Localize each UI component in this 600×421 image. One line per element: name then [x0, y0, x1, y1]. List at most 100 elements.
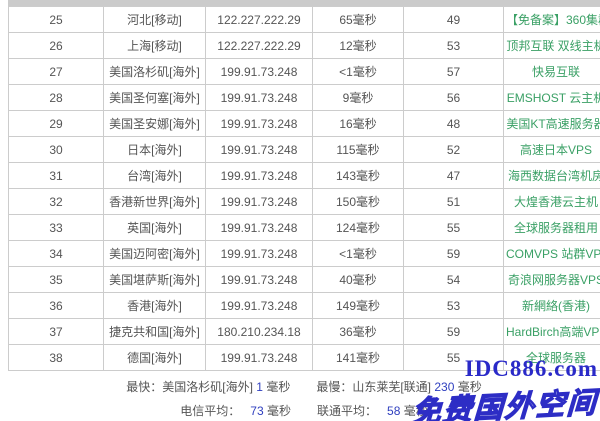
- test-node-cell: 日本[海外]: [103, 136, 206, 163]
- test-node-cell: 美国堪萨斯[海外]: [103, 266, 206, 293]
- sponsor-link[interactable]: 全球服务器: [525, 351, 586, 365]
- value-cell: 51: [403, 188, 504, 215]
- test-node-cell: 美国圣何塞[海外]: [103, 84, 206, 111]
- response-time-cell: 40毫秒: [312, 266, 404, 293]
- table-row: 30 日本[海外] 199.91.73.248 115毫秒 52 高速日本VPS: [8, 136, 600, 163]
- table-row: 29 美国圣安娜[海外] 199.91.73.248 16毫秒 48 美国KT高…: [8, 110, 600, 137]
- row-number-cell: 38: [8, 344, 104, 371]
- sponsor-cell: 全球服务器租用: [503, 214, 600, 241]
- telecom-avg-value: 73: [250, 404, 264, 418]
- value-cell: 52: [403, 136, 504, 163]
- ip-address-cell: 199.91.73.248: [205, 214, 313, 241]
- test-node-cell: 德国[海外]: [103, 344, 206, 371]
- row-number-cell: 25: [8, 6, 104, 33]
- table-row: 34 美国迈阿密[海外] 199.91.73.248 <1毫秒 59 COMVP…: [8, 240, 600, 267]
- response-time-cell: 115毫秒: [312, 136, 404, 163]
- slowest-unit: 毫秒: [457, 380, 482, 394]
- sponsor-link[interactable]: 奇浪网服务器VPS: [507, 273, 600, 287]
- table-row: 26 上海[移动] 122.227.222.29 12毫秒 53 顶邦互联 双线…: [8, 32, 600, 59]
- sponsor-cell: COMVPS 站群VPS: [503, 240, 600, 267]
- table-row: 35 美国堪萨斯[海外] 199.91.73.248 40毫秒 54 奇浪网服务…: [8, 266, 600, 293]
- sponsor-cell: 快易互联: [503, 58, 600, 85]
- table-row: 28 美国圣何塞[海外] 199.91.73.248 9毫秒 56 EMSHOS…: [8, 84, 600, 111]
- ping-result-table: 25 河北[移动] 122.227.222.29 65毫秒 49 【免备案】36…: [8, 6, 600, 371]
- sponsor-link[interactable]: 海西数据台湾机房: [507, 169, 600, 183]
- table-row: 37 捷克共和国[海外] 180.210.234.18 36毫秒 59 Hard…: [8, 318, 600, 345]
- test-node-cell: 美国洛杉矶[海外]: [103, 58, 206, 85]
- ip-address-cell: 199.91.73.248: [205, 162, 313, 189]
- ip-address-cell: 199.91.73.248: [205, 266, 313, 293]
- value-cell: 55: [403, 344, 504, 371]
- summary-averages: 电信平均： 73 毫秒 联通平均： 58 毫秒: [180, 402, 427, 419]
- test-node-cell: 上海[移动]: [103, 32, 206, 59]
- sponsor-link[interactable]: 全球服务器租用: [513, 221, 598, 235]
- ip-address-cell: 199.91.73.248: [205, 58, 313, 85]
- previous-row-partial: [8, 0, 600, 6]
- sponsor-link[interactable]: 美国KT高速服务器: [506, 117, 600, 131]
- sponsor-link[interactable]: 快易互联: [531, 65, 580, 79]
- response-time-cell: 124毫秒: [312, 214, 404, 241]
- sponsor-link[interactable]: 大煌香港云主机: [513, 195, 598, 209]
- sponsor-link[interactable]: 【免备案】360集群: [506, 13, 600, 27]
- slowest-value: 230: [434, 380, 455, 394]
- ip-address-cell: 199.91.73.248: [205, 136, 313, 163]
- value-cell: 47: [403, 162, 504, 189]
- value-cell: 54: [403, 266, 504, 293]
- sponsor-link[interactable]: 顶邦互联 双线主机: [506, 39, 600, 53]
- telecom-avg-label: 电信平均：: [180, 404, 241, 418]
- ping-table-body: 25 河北[移动] 122.227.222.29 65毫秒 49 【免备案】36…: [8, 6, 600, 371]
- summary-fastest-slowest: 最快：美国洛杉矶[海外] 1 毫秒 最慢：山东莱芜[联通] 230 毫秒: [126, 378, 482, 395]
- sponsor-cell: HardBirch高端VPS: [503, 318, 600, 345]
- sponsor-cell: 新網絡(香港): [503, 292, 600, 319]
- sponsor-cell: 奇浪网服务器VPS: [503, 266, 600, 293]
- test-node-cell: 香港新世界[海外]: [103, 188, 206, 215]
- slowest-location: 山东莱芜[联通]: [352, 380, 432, 394]
- sponsor-link[interactable]: 新網絡(香港): [522, 299, 590, 313]
- row-number-cell: 36: [8, 292, 104, 319]
- sponsor-link[interactable]: HardBirch高端VPS: [506, 325, 600, 339]
- ip-address-cell: 199.91.73.248: [205, 240, 313, 267]
- table-row: 32 香港新世界[海外] 199.91.73.248 150毫秒 51 大煌香港…: [8, 188, 600, 215]
- fastest-location: 美国洛杉矶[海外]: [162, 380, 253, 394]
- row-number-cell: 29: [8, 110, 104, 137]
- value-cell: 56: [403, 84, 504, 111]
- unicom-avg-unit: 毫秒: [403, 404, 428, 418]
- response-time-cell: 36毫秒: [312, 318, 404, 345]
- unicom-avg-value: 58: [387, 404, 401, 418]
- ip-address-cell: 199.91.73.248: [205, 344, 313, 371]
- row-number-cell: 32: [8, 188, 104, 215]
- telecom-avg-unit: 毫秒: [266, 404, 291, 418]
- sponsor-cell: 顶邦互联 双线主机: [503, 32, 600, 59]
- sponsor-cell: 【免备案】360集群: [503, 6, 600, 33]
- response-time-cell: 12毫秒: [312, 32, 404, 59]
- sponsor-cell: 全球服务器: [503, 344, 600, 371]
- sponsor-link[interactable]: 高速日本VPS: [519, 143, 592, 157]
- table-row: 27 美国洛杉矶[海外] 199.91.73.248 <1毫秒 57 快易互联: [8, 58, 600, 85]
- response-time-cell: 150毫秒: [312, 188, 404, 215]
- row-number-cell: 30: [8, 136, 104, 163]
- value-cell: 49: [403, 6, 504, 33]
- value-cell: 53: [403, 32, 504, 59]
- row-number-cell: 28: [8, 84, 104, 111]
- row-number-cell: 27: [8, 58, 104, 85]
- test-node-cell: 香港[海外]: [103, 292, 206, 319]
- sponsor-link[interactable]: EMSHOST 云主机: [506, 91, 600, 105]
- row-number-cell: 31: [8, 162, 104, 189]
- response-time-cell: <1毫秒: [312, 240, 404, 267]
- sponsor-link[interactable]: COMVPS 站群VPS: [506, 247, 600, 261]
- response-time-cell: 149毫秒: [312, 292, 404, 319]
- test-node-cell: 英国[海外]: [103, 214, 206, 241]
- table-row: 33 英国[海外] 199.91.73.248 124毫秒 55 全球服务器租用: [8, 214, 600, 241]
- unicom-avg-label: 联通平均：: [317, 404, 378, 418]
- value-cell: 48: [403, 110, 504, 137]
- table-row: 25 河北[移动] 122.227.222.29 65毫秒 49 【免备案】36…: [8, 6, 600, 33]
- ip-address-cell: 122.227.222.29: [205, 6, 313, 33]
- value-cell: 59: [403, 240, 504, 267]
- slowest-label: 最慢：: [316, 380, 353, 394]
- response-time-cell: 65毫秒: [312, 6, 404, 33]
- test-node-cell: 美国圣安娜[海外]: [103, 110, 206, 137]
- row-number-cell: 26: [8, 32, 104, 59]
- response-time-cell: <1毫秒: [312, 58, 404, 85]
- ip-address-cell: 199.91.73.248: [205, 84, 313, 111]
- ip-address-cell: 199.91.73.248: [205, 188, 313, 215]
